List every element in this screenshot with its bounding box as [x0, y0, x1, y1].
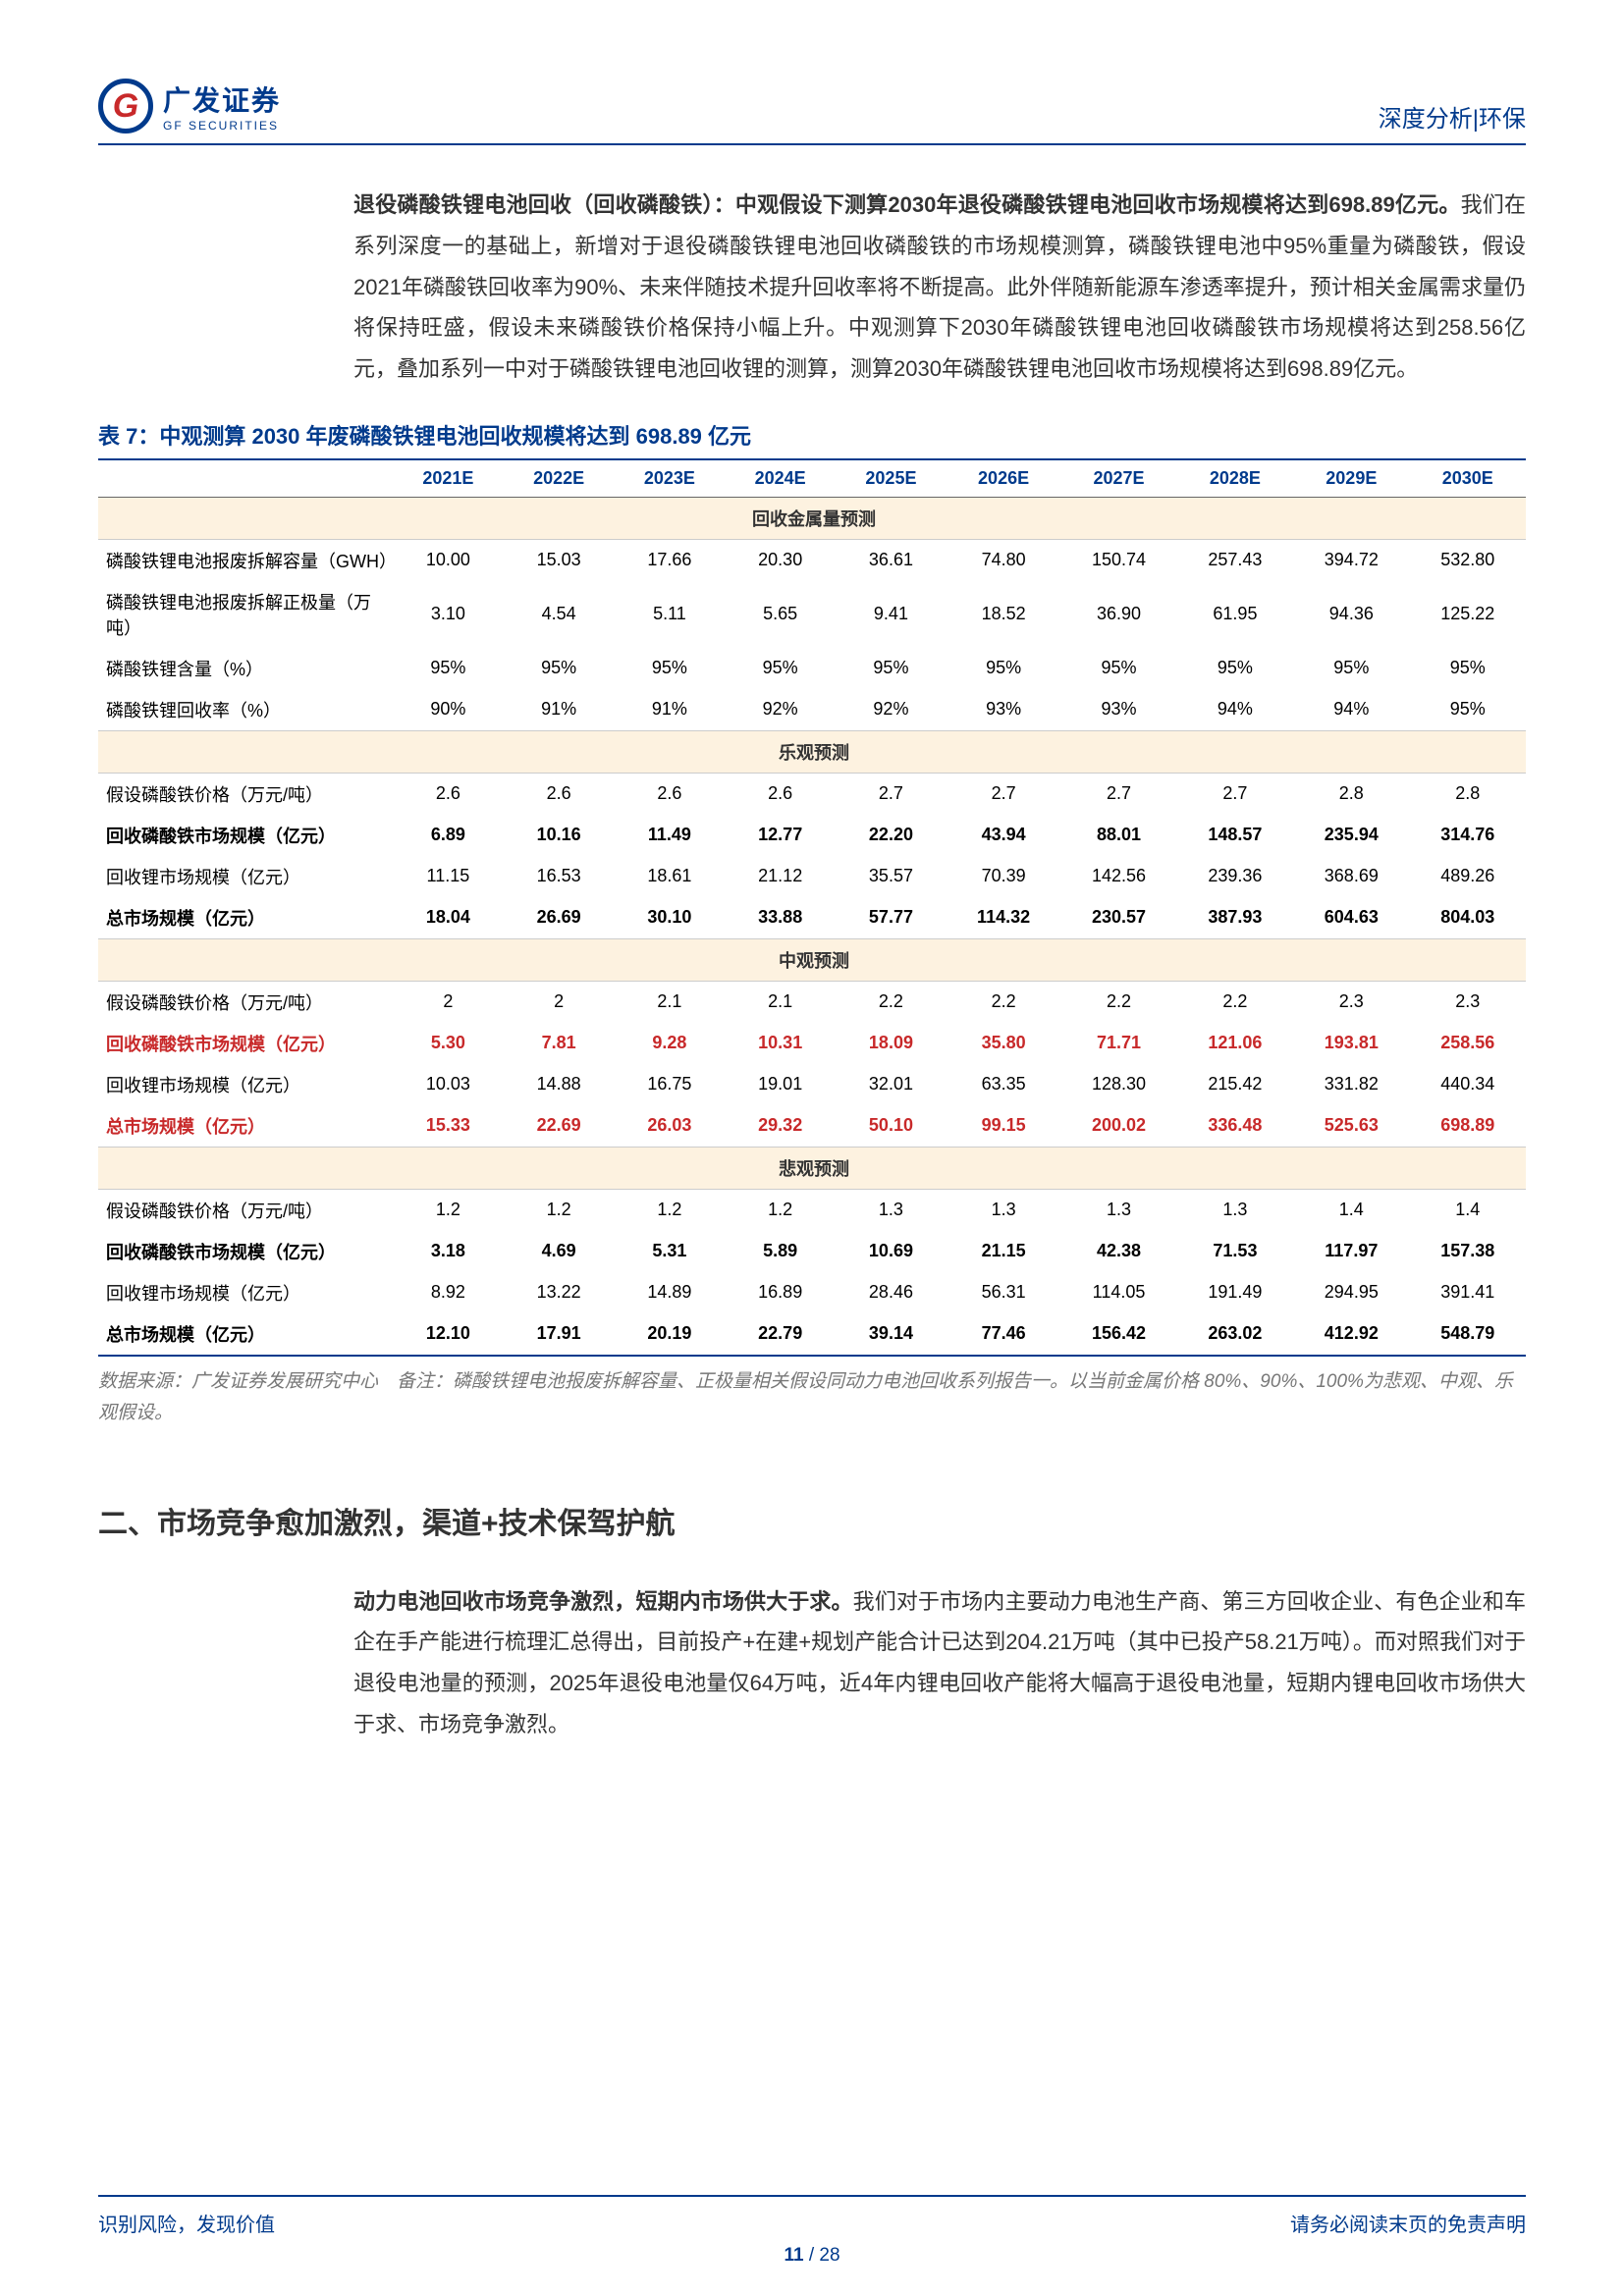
- table-row: 回收磷酸铁市场规模（亿元）6.8910.1611.4912.7722.2043.…: [98, 815, 1526, 856]
- page-number: 11 / 28: [784, 2245, 839, 2267]
- col-2024: 2024E: [725, 459, 836, 498]
- paragraph-2: 动力电池回收市场竞争激烈，短期内市场供大于求。我们对于市场内主要动力电池生产商、…: [353, 1581, 1526, 1745]
- table-row: 假设磷酸铁价格（万元/吨）1.21.21.21.21.31.31.31.31.4…: [98, 1189, 1526, 1231]
- table-row: 回收磷酸铁市场规模（亿元）5.307.819.2810.3118.0935.80…: [98, 1023, 1526, 1064]
- table-row: 回收锂市场规模（亿元）8.9213.2214.8916.8928.4656.31…: [98, 1272, 1526, 1313]
- col-2026: 2026E: [947, 459, 1061, 498]
- table-row: 磷酸铁锂回收率（%）90%91%91%92%92%93%93%94%94%95%: [98, 689, 1526, 731]
- para1-bold: 退役磷酸铁锂电池回收（回收磷酸铁）：中观假设下测算2030年退役磷酸铁锂电池回收…: [353, 192, 1461, 217]
- table-row: 磷酸铁锂电池报废拆解正极量（万吨）3.104.545.115.659.4118.…: [98, 581, 1526, 648]
- footer-left: 识别风险，发现价值: [98, 2209, 275, 2237]
- logo-text-cn: 广发证券: [163, 80, 281, 119]
- table-row: 磷酸铁锂含量（%）95%95%95%95%95%95%95%95%95%95%: [98, 648, 1526, 689]
- footer-right: 请务必阅读末页的免责声明: [1290, 2209, 1526, 2237]
- table-7-title: 表 7：中观测算 2030 年废磷酸铁锂电池回收规模将达到 698.89 亿元: [98, 419, 1526, 451]
- table-section-header: 悲观预测: [98, 1147, 1526, 1189]
- col-2021: 2021E: [393, 459, 504, 498]
- page-footer: 识别风险，发现价值 请务必阅读末页的免责声明 11 / 28: [98, 2195, 1526, 2237]
- para1-rest: 我们在系列深度一的基础上，新增对于退役磷酸铁锂电池回收磷酸铁的市场规模测算，磷酸…: [353, 192, 1526, 381]
- para2-bold: 动力电池回收市场竞争激烈，短期内市场供大于求。: [353, 1589, 853, 1614]
- paragraph-1: 退役磷酸铁锂电池回收（回收磷酸铁）：中观假设下测算2030年退役磷酸铁锂电池回收…: [353, 185, 1526, 390]
- table-row: 磷酸铁锂电池报废拆解容量（GWH）10.0015.0317.6620.3036.…: [98, 539, 1526, 581]
- table-row: 回收锂市场规模（亿元）11.1516.5318.6121.1235.5770.3…: [98, 856, 1526, 897]
- col-2025: 2025E: [836, 459, 947, 498]
- col-2027: 2027E: [1060, 459, 1176, 498]
- table-section-header: 乐观预测: [98, 730, 1526, 773]
- col-2023: 2023E: [615, 459, 726, 498]
- table-row: 总市场规模（亿元）18.0426.6930.1033.8857.77114.32…: [98, 897, 1526, 939]
- page-header: G 广发证券 GF SECURITIES 深度分析|环保: [98, 79, 1526, 145]
- table-row: 总市场规模（亿元）12.1017.9120.1922.7939.1477.461…: [98, 1313, 1526, 1356]
- col-2022: 2022E: [504, 459, 615, 498]
- header-category: 深度分析|环保: [1379, 99, 1526, 133]
- table-row: 假设磷酸铁价格（万元/吨）2.62.62.62.62.72.72.72.72.8…: [98, 773, 1526, 815]
- table-row: 假设磷酸铁价格（万元/吨）222.12.12.22.22.22.22.32.3: [98, 981, 1526, 1023]
- col-2029: 2029E: [1293, 459, 1409, 498]
- table-section-header: 中观预测: [98, 938, 1526, 981]
- col-2028: 2028E: [1177, 459, 1293, 498]
- table-header-row: 2021E 2022E 2023E 2024E 2025E 2026E 2027…: [98, 459, 1526, 498]
- table-row: 回收磷酸铁市场规模（亿元）3.184.695.315.8910.6921.154…: [98, 1231, 1526, 1272]
- section-2-heading: 二、市场竞争愈加激烈，渠道+技术保驾护航: [98, 1499, 1526, 1542]
- table-row: 回收锂市场规模（亿元）10.0314.8816.7519.0132.0163.3…: [98, 1064, 1526, 1105]
- table-row: 总市场规模（亿元）15.3322.6926.0329.3250.1099.152…: [98, 1105, 1526, 1148]
- table-section-header: 回收金属量预测: [98, 497, 1526, 539]
- logo-text-en: GF SECURITIES: [163, 119, 281, 133]
- col-2030: 2030E: [1410, 459, 1526, 498]
- logo: G 广发证券 GF SECURITIES: [98, 79, 281, 133]
- table-source: 数据来源：广发证券发展研究中心 备注：磷酸铁锂电池报废拆解容量、正极量相关假设同…: [98, 1366, 1526, 1430]
- table-7: 2021E 2022E 2023E 2024E 2025E 2026E 2027…: [98, 458, 1526, 1357]
- logo-icon: G: [98, 79, 153, 133]
